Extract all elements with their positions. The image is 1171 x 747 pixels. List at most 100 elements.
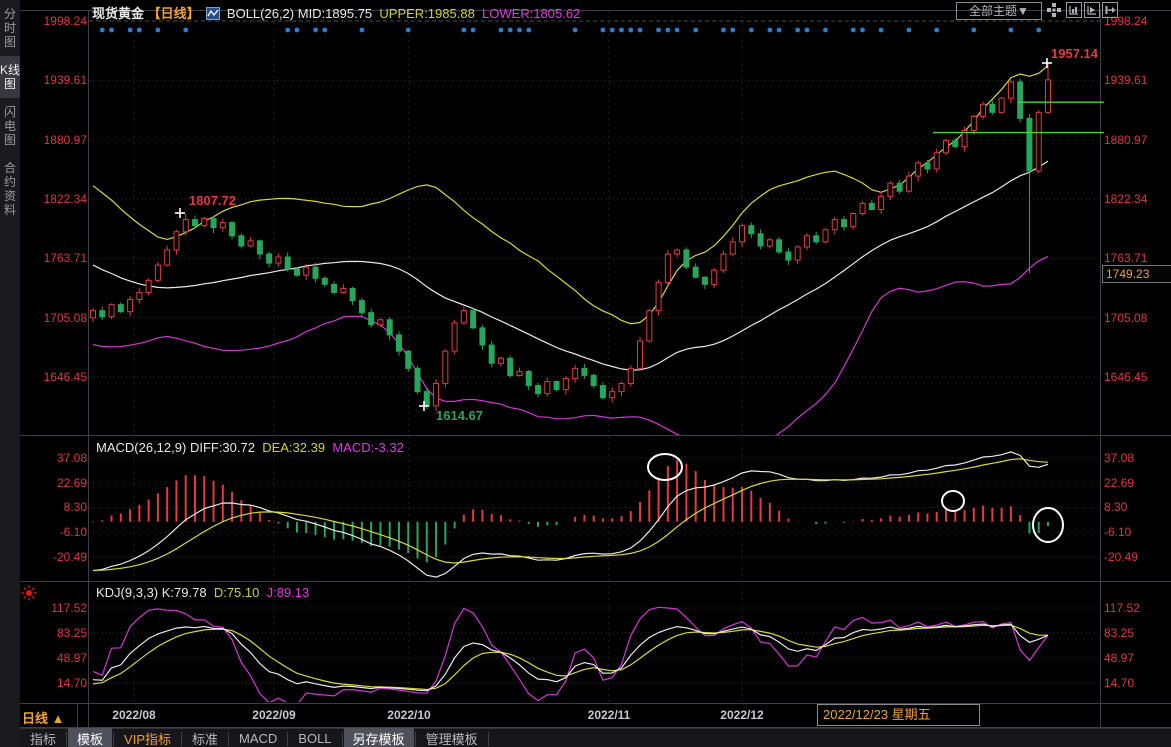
pan-mode-icon[interactable]	[1046, 2, 1062, 18]
main-price-pane	[90, 62, 1051, 435]
kdj-j-value: J:89.13	[266, 585, 310, 600]
chart-type-sidebar: 分时图 K线图闪电图合约资料	[0, 0, 20, 747]
tab-separator	[341, 731, 343, 746]
fit-chart-icon[interactable]	[1066, 2, 1082, 18]
tab-1[interactable]: 模板	[68, 728, 113, 747]
forward-play-icon[interactable]	[1084, 2, 1100, 18]
month-label: 2022/08	[112, 708, 156, 722]
candles-layer	[90, 62, 1051, 411]
axis-tick-label: 37.08	[56, 451, 87, 465]
kdj-header: KDJ(9,3,3) K:79.78 D:75.10 J:89.13	[96, 585, 309, 600]
axis-tick-label: 37.08	[1104, 451, 1135, 465]
sidebar-item-3[interactable]: 合约资料	[3, 161, 16, 217]
month-label: 2022/09	[252, 708, 296, 722]
price-annotation: 1957.14	[1051, 46, 1098, 61]
tab-7[interactable]: 管理模板	[425, 732, 478, 747]
axis-tick-label: 1705.08	[1104, 310, 1148, 325]
axis-tick-label: 1939.61	[43, 73, 87, 88]
pane-borders	[20, 10, 1171, 728]
month-label: 2022/11	[587, 708, 631, 722]
axis-tick-label: 1646.45	[1104, 370, 1148, 384]
drawn-circle-annotation[interactable]	[1032, 507, 1064, 543]
axis-tick-label: 14.70	[1104, 676, 1135, 690]
kdj-d-value: D:75.10	[213, 585, 260, 600]
sidebar-item-2[interactable]: 闪电图	[3, 105, 16, 147]
symbol-name: 现货黄金	[92, 6, 145, 21]
signal-dots	[99, 27, 1042, 33]
tab-5[interactable]: BOLL	[298, 731, 332, 746]
tab-separator	[181, 731, 182, 746]
macd-value: MACD:-3.32	[332, 440, 404, 455]
axis-tick-label: 8.30	[1104, 500, 1128, 515]
kdj-k-value: K:79.78	[161, 585, 207, 600]
axis-tick-label: -6.10	[59, 525, 87, 540]
axis-tick-label: 8.30	[63, 500, 87, 515]
theme-select-button[interactable]: 全部主题▼	[956, 2, 1042, 20]
current-date-box[interactable]: 2022/12/23 星期五	[817, 704, 980, 726]
axis-tick-label: -20.49	[1104, 550, 1139, 564]
axis-tick-label: 1880.97	[43, 132, 87, 147]
macd-dea-value: DEA:32.39	[262, 440, 326, 455]
page-right-icon[interactable]	[1102, 2, 1118, 18]
axis-tick-label: 1880.97	[1104, 132, 1148, 147]
drawn-circle-annotation[interactable]	[941, 490, 965, 512]
axis-tick-label: 1939.61	[1104, 73, 1148, 88]
axis-tick-label: 48.97	[56, 651, 87, 665]
kdj-pane	[92, 606, 1049, 702]
period-selector[interactable]: 日线 ▲	[22, 711, 65, 726]
drawn-circle-annotation[interactable]	[647, 453, 683, 481]
boll-upper-value: UPPER:1985.88	[379, 6, 475, 21]
tab-separator	[113, 731, 115, 746]
boll-mid-value: MID:1895.75	[297, 6, 373, 21]
tab-separator	[414, 731, 416, 746]
cross-marker	[1042, 58, 1052, 68]
boll-params: BOLL(26,2)	[226, 6, 295, 21]
axis-tick-label: 48.97	[1104, 651, 1135, 665]
axis-tick-label: -6.10	[1104, 525, 1132, 540]
axis-tick-label: 22.69	[56, 475, 87, 490]
axis-tick-label: 1822.34	[1104, 192, 1148, 206]
axis-tick-label: 22.69	[1104, 475, 1135, 490]
tab-separator	[487, 731, 489, 746]
axis-tick-label: -20.49	[52, 550, 87, 564]
price-annotation: 1807.72	[189, 193, 236, 208]
tab-4[interactable]: MACD	[239, 731, 278, 746]
month-label: 2022/10	[387, 708, 431, 722]
cross-marker	[175, 208, 185, 218]
alert-burst-icon[interactable]	[21, 585, 37, 601]
axis-tick-label: 1763.71	[43, 251, 87, 266]
axis-tick-label: 1998.24	[43, 14, 87, 28]
axis-tick-label: 1705.08	[43, 310, 87, 325]
macd-params: MACD(26,12,9)	[96, 440, 187, 455]
tab-3[interactable]: 标准	[192, 732, 219, 747]
period-tag: 【日线】	[147, 6, 200, 21]
axis-tick-label: 14.70	[56, 676, 87, 690]
sidebar-item-1[interactable]: K线图	[0, 56, 20, 98]
indicator-chip-icon	[206, 7, 221, 20]
month-label: 2022/12	[720, 708, 764, 722]
axis-tick-label: 1646.45	[43, 370, 87, 384]
tab-0[interactable]: 指标	[30, 732, 57, 747]
kdj-params: KDJ(9,3,3)	[96, 585, 159, 600]
axis-tick-label: 1822.34	[43, 192, 87, 206]
macd-diff-value: DIFF:30.72	[189, 440, 255, 455]
cross-marker	[419, 401, 429, 411]
macd-header: MACD(26,12,9) DIFF:30.72 DEA:32.39 MACD:…	[96, 440, 404, 455]
boll-lower-value: LOWER:1805.62	[482, 6, 581, 21]
tab-6[interactable]: 另存模板	[343, 728, 414, 747]
axis-tick-label: 1763.71	[1104, 251, 1148, 266]
tab-separator	[66, 731, 68, 746]
tab-separator	[287, 731, 289, 746]
axis-tick-label: 117.52	[1104, 600, 1140, 615]
tab-2[interactable]: VIP指标	[124, 732, 171, 747]
indicator-tabbar: 指标 模板 VIP指标 标准 MACD BOLL 另存模板 管理模板	[20, 728, 1171, 747]
macd-pane	[92, 451, 1049, 578]
main-header: 现货黄金 【日线】 BOLL(26,2) MID:1895.75 UPPER:1…	[92, 3, 580, 22]
axis-tick-label: 83.25	[1104, 625, 1135, 640]
axis-tick-label: 117.52	[51, 600, 87, 615]
axis-tick-label: 83.25	[56, 625, 87, 640]
price-annotation: 1614.67	[436, 408, 483, 423]
sidebar-item-0[interactable]: 分时图	[3, 7, 16, 49]
